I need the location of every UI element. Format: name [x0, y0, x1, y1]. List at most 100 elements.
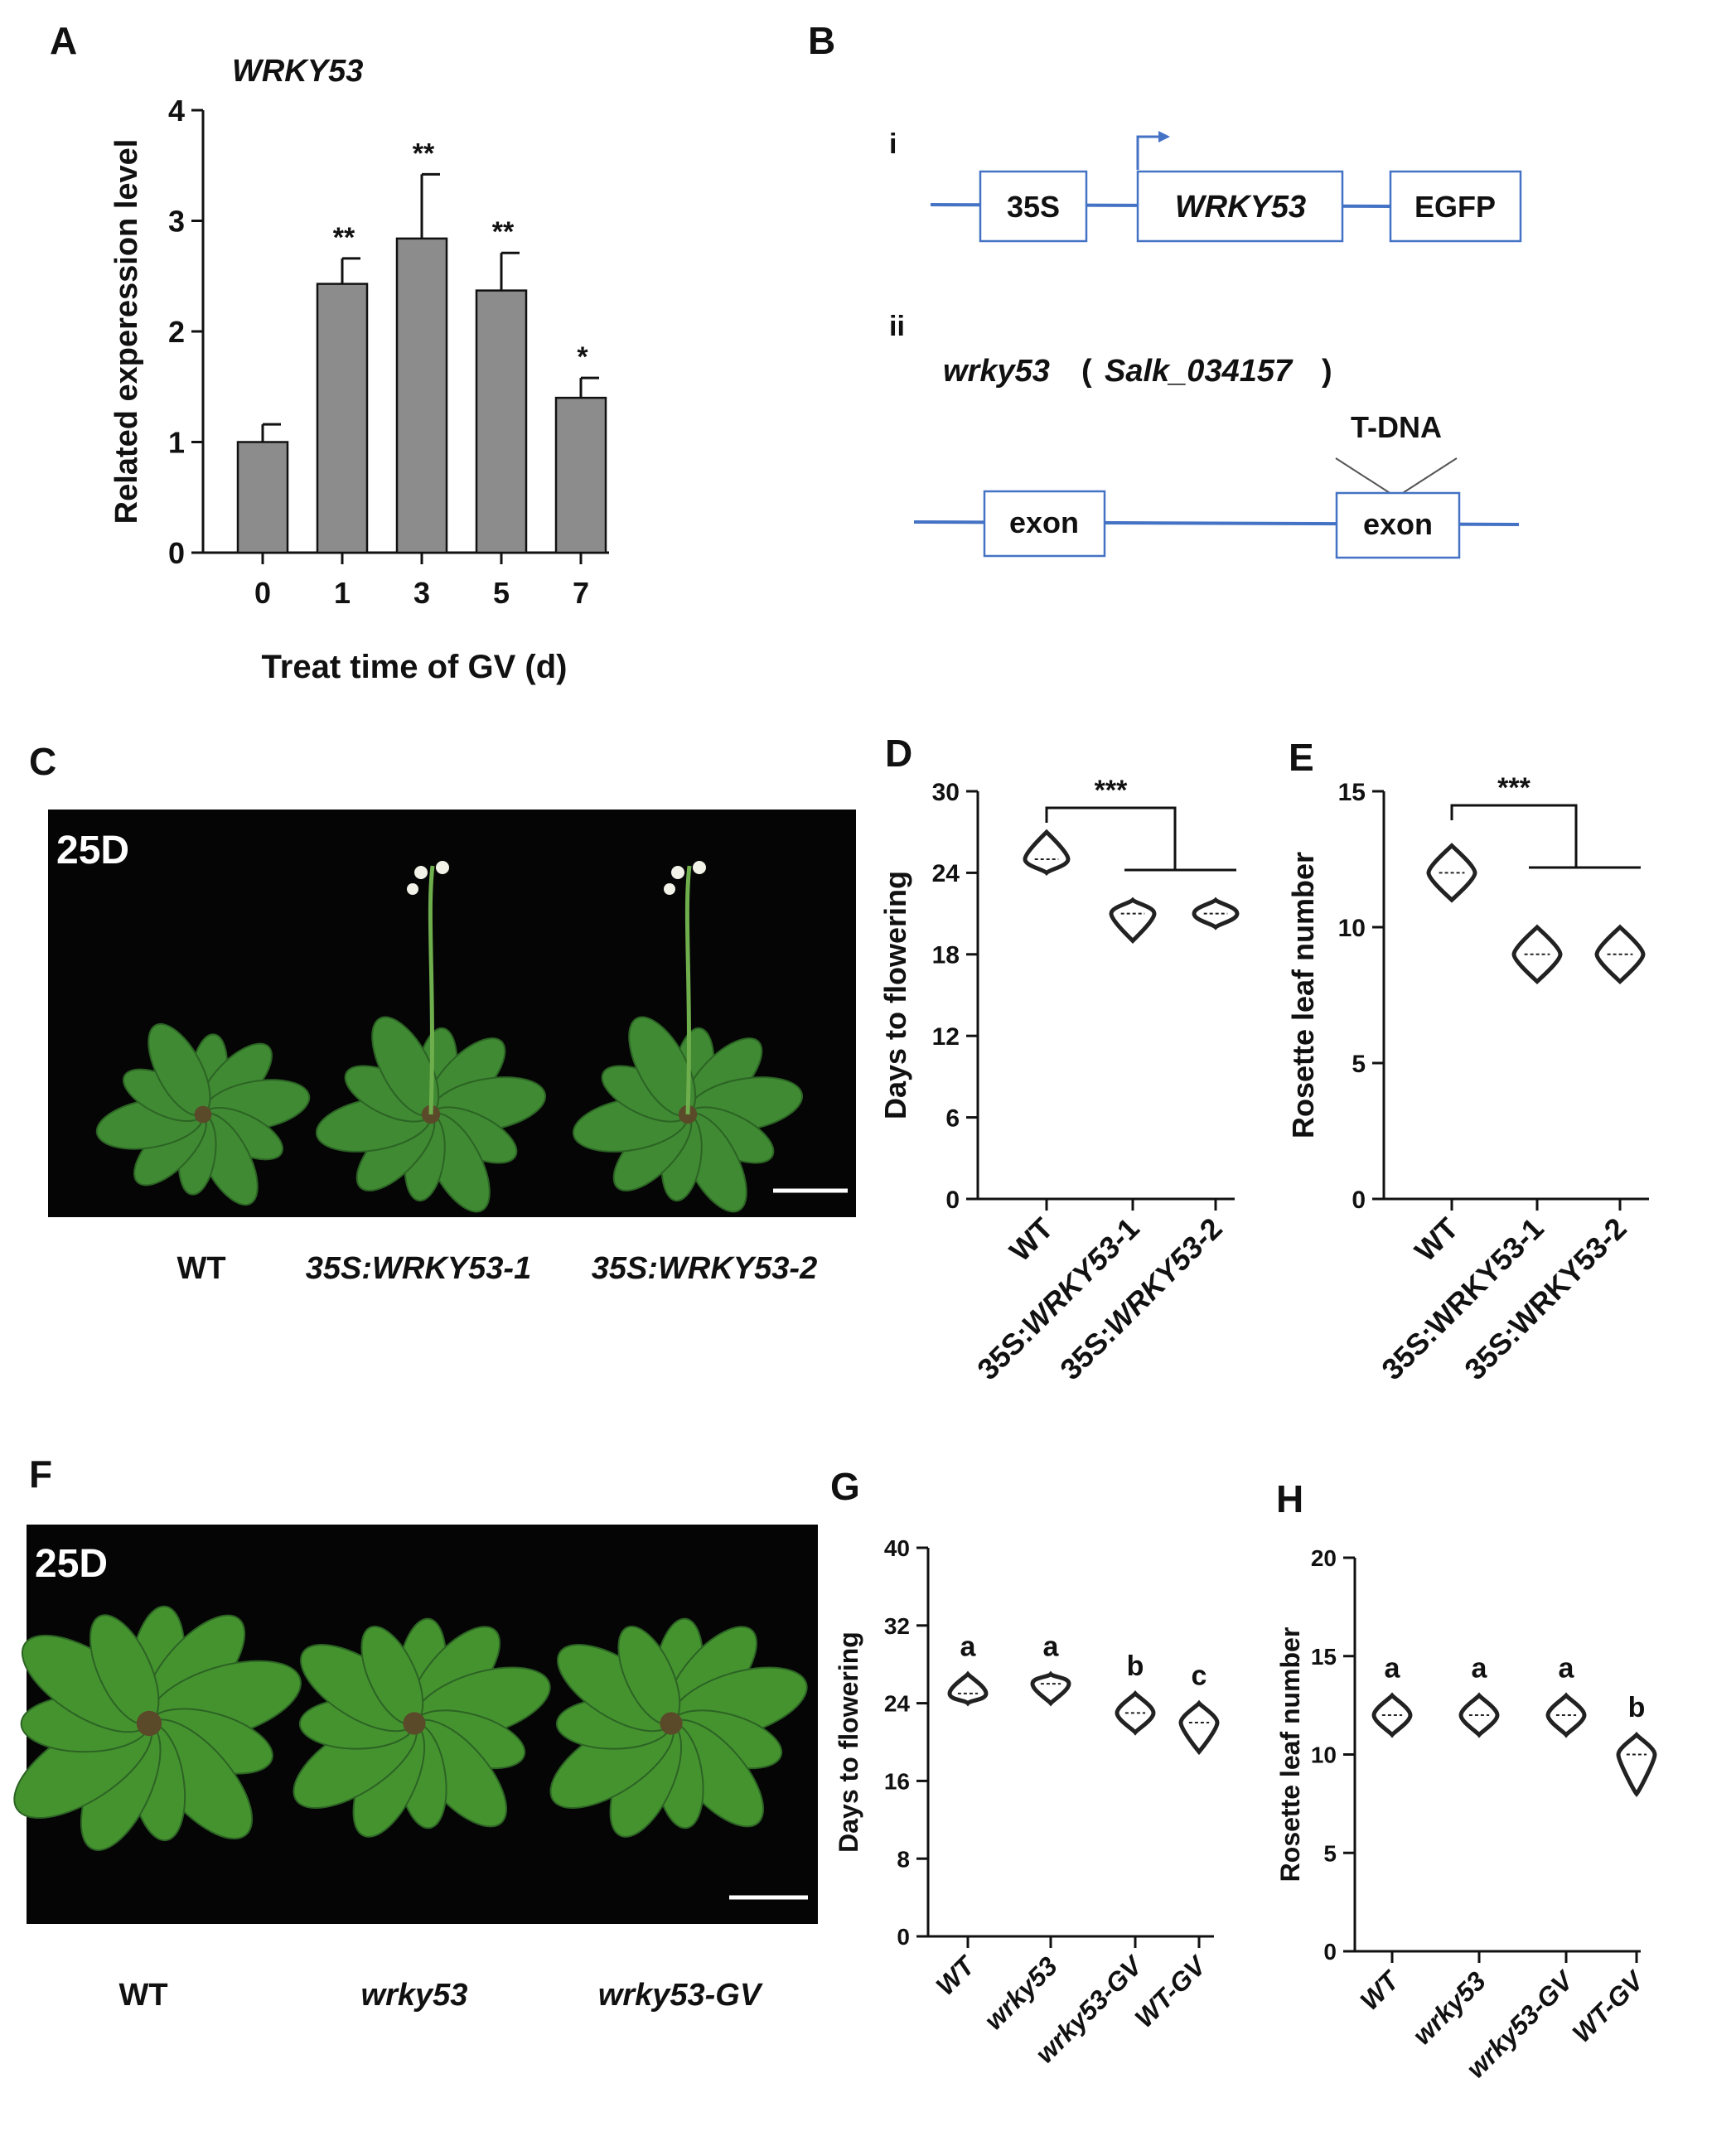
chart-g-violin — [947, 1670, 989, 1707]
chart-a-bar — [554, 396, 607, 554]
panel-label-g: G — [830, 1465, 860, 1508]
chart-a-x-tick-label: 7 — [573, 576, 589, 610]
mutant-paren-close: ) — [1322, 354, 1332, 389]
chart-h-y-tick-label: 15 — [1311, 1644, 1337, 1670]
chart-h-x-tick-label: WT — [1354, 1965, 1405, 2016]
chart-d-y-tick-label: 24 — [932, 860, 960, 887]
chart-d-y-tick-label: 12 — [932, 1023, 960, 1051]
chart-a-bar — [316, 283, 369, 554]
panel-label-b: B — [808, 19, 835, 62]
photo-c-plant-oe2-flower — [664, 883, 675, 895]
chart-a-significance: ** — [492, 216, 515, 248]
chart-g-y-tick-label: 32 — [884, 1613, 910, 1639]
chart-h-violin — [1458, 1692, 1500, 1738]
chart-g-violin — [1030, 1670, 1071, 1707]
tss-arrowhead-icon — [1158, 131, 1170, 143]
chart-a-y-tick-label: 3 — [168, 204, 185, 238]
chart-g-y-axis-label: Days to flowering — [834, 1631, 863, 1853]
panel-b-diagram: i 35S WRKY53 EGFP ii wrky53 ( Salk_03415… — [889, 128, 1522, 559]
chart-a-x-axis-label: Treat time of GV (d) — [262, 649, 568, 685]
photo-c-plant-oe1-flower — [436, 861, 449, 874]
chart-e-y-tick-label: 10 — [1338, 915, 1366, 942]
chart-g-violin — [1178, 1699, 1220, 1756]
panel-label-h: H — [1276, 1477, 1303, 1520]
photo-f-plant-wrky53-center — [403, 1712, 426, 1735]
photo-c-day-label: 25D — [56, 829, 129, 872]
chart-h-y-tick-label: 20 — [1311, 1545, 1337, 1571]
photo-f-plant-wrky53-gv-center — [660, 1712, 683, 1735]
photo-c-plant-wt-center — [194, 1105, 212, 1124]
chart-d-significance-bracket — [1045, 806, 1177, 870]
chart-d-violin — [1109, 897, 1157, 944]
chart-g-group-letter: a — [1043, 1631, 1060, 1662]
mutant-paren-open: ( — [1081, 354, 1092, 389]
chart-g-violin — [1115, 1689, 1156, 1736]
mutant-line-id: Salk_034157 — [1105, 354, 1294, 389]
chart-e-y-tick-label: 5 — [1352, 1051, 1366, 1078]
chart-h-y-tick-label: 10 — [1311, 1742, 1337, 1768]
photo-c-label-oe1: 35S:WRKY53-1 — [306, 1251, 531, 1286]
photo-f-label-wrky53: wrky53 — [361, 1978, 468, 2013]
exon1-box — [983, 490, 1106, 558]
promoter-35s-label: 35S — [1007, 190, 1060, 224]
chart-a-bar — [395, 237, 448, 554]
chart-h-violin — [1616, 1731, 1657, 1797]
exon2-label: exon — [1363, 507, 1433, 541]
chart-d-y-axis-label: Days to flowering — [878, 871, 912, 1119]
tss-arrow-icon — [1136, 135, 1158, 170]
chart-h-group-letter: a — [1472, 1652, 1488, 1684]
chart-d-violin — [1023, 829, 1071, 876]
chart-a-x-tick-label: 3 — [413, 576, 430, 610]
chart-a-x-tick-label: 1 — [334, 576, 351, 610]
egfp-label: EGFP — [1414, 190, 1496, 224]
chart-h-group-letter: a — [1559, 1652, 1575, 1684]
photo-c-plant-oe1-flower — [407, 883, 418, 895]
gene-wrky53-box — [1136, 170, 1344, 243]
chart-a-title: WRKY53 — [232, 54, 363, 89]
photo-f-plants — [13, 1605, 808, 1851]
exon2-box — [1335, 491, 1461, 559]
photo-f-label-wt: WT — [118, 1978, 167, 2013]
chart-d-y-tick-label: 18 — [932, 942, 960, 969]
chart-h-y-axis-label: Rosette leaf number — [1275, 1627, 1305, 1883]
chart-g-y-tick-label: 40 — [884, 1535, 910, 1561]
chart-g-y-tick-label: 16 — [884, 1768, 910, 1794]
chart-e-significance-stars: *** — [1497, 772, 1530, 804]
chart-g-group-letter: a — [960, 1631, 977, 1662]
chart-h-x-tick-label: wrky53 — [1407, 1965, 1492, 2050]
chart-a-bar — [475, 289, 528, 554]
chart-g-x-tick-label: wrky53 — [979, 1950, 1063, 2035]
gene-wrky53-label: WRKY53 — [1175, 190, 1306, 225]
tdna-label: T-DNA — [1351, 410, 1442, 444]
photo-f-label-wrky53-gv-text: wrky53-GV — [598, 1978, 763, 2013]
chart-e-x-tick-label: WT — [1408, 1211, 1465, 1269]
chart-g-group-letter: c — [1192, 1660, 1207, 1692]
chart-d-y-tick-label: 0 — [945, 1187, 960, 1214]
photo-f-day-label: 25D — [35, 1542, 108, 1586]
panel-label-d: D — [885, 732, 912, 775]
photo-c-plants — [95, 861, 804, 1213]
photo-f-label-wrky53-gv: wrky53-GV — [598, 1978, 763, 2013]
photo-c-plant-oe2-stalk — [684, 865, 692, 1115]
construct-i-label: i — [889, 128, 897, 160]
chart-h-violin — [1545, 1692, 1587, 1738]
photo-c-plant-oe2-flower — [693, 861, 706, 874]
chart-a-y-tick-label: 0 — [168, 536, 185, 570]
chart-h-violin — [1371, 1692, 1413, 1738]
chart-h-y-tick-label: 0 — [1323, 1939, 1337, 1965]
chart-a-y-tick-label: 4 — [168, 94, 185, 128]
chart-a-y-tick-label: 1 — [168, 425, 185, 459]
chart-d-x-tick-label: WT — [1003, 1211, 1060, 1269]
chart-a-bar — [236, 441, 289, 554]
chart-e-y-tick-label: 0 — [1352, 1187, 1366, 1214]
chart-h-group-letter: b — [1628, 1692, 1646, 1723]
photo-c-label-wt: WT — [177, 1251, 225, 1286]
photo-c-plant-oe1-flower — [414, 866, 428, 879]
chart-a-y-axis-label: Related experession level — [109, 139, 144, 524]
chart-a-expression-bars: 0 1 2 3 4 Related experession level WRKY53 0 ** 1… — [109, 54, 609, 685]
photo-f: 25D WT wrky53 wrky53-GV — [13, 1525, 818, 2013]
